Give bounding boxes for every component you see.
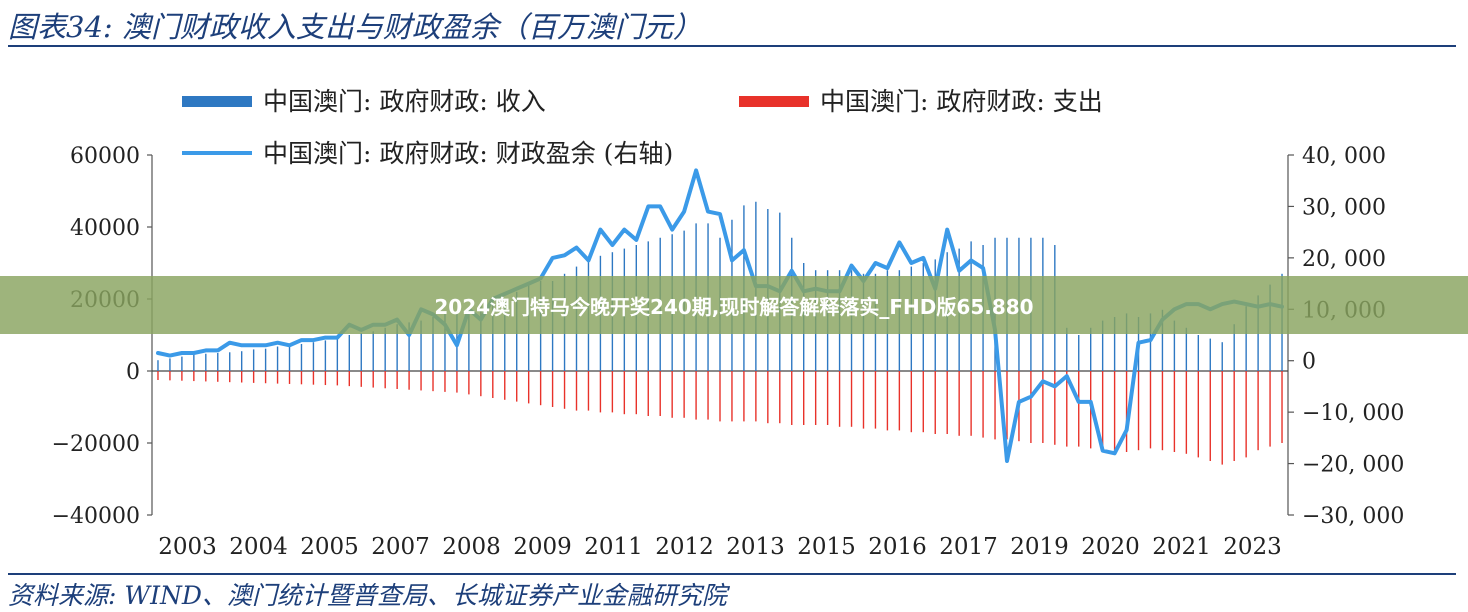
x-axis-tick-label: 2020 (1081, 534, 1140, 560)
right-axis-tick-label: 20, 000 (1302, 247, 1386, 272)
x-axis-tick-label: 2007 (371, 534, 430, 560)
x-axis-tick-label: 2017 (939, 534, 998, 560)
legend-swatch-expense (739, 96, 809, 107)
x-axis-tick-label: 2009 (513, 534, 572, 560)
source-note: 资料来源: WIND、澳门统计暨普查局、长城证券产业金融研究院 (8, 581, 727, 610)
overlay-banner[interactable]: 2024澳门特马今晚开奖240期,现时解答解释落实_FHD版65.880 (0, 276, 1468, 334)
left-axis-tick-label: −20000 (52, 432, 140, 457)
x-axis-tick-label: 2012 (655, 534, 714, 560)
right-axis-tick-label: 40, 000 (1302, 144, 1386, 169)
x-axis-tick-label: 2011 (584, 534, 643, 560)
x-axis-tick-label: 2021 (1152, 534, 1211, 560)
legend-swatch-income (182, 96, 252, 107)
left-axis-tick-label: 60000 (70, 144, 140, 169)
right-axis-tick-label: 0 (1302, 350, 1316, 375)
x-axis-tick-label: 2003 (158, 534, 217, 560)
left-axis-tick-label: 0 (126, 360, 140, 385)
source-rule (8, 573, 1456, 575)
x-axis-tick-label: 2008 (442, 534, 501, 560)
legend-label-surplus: 中国澳门: 政府财政: 财政盈余 (右轴) (263, 139, 673, 168)
x-axis-tick-label: 2005 (300, 534, 359, 560)
x-axis-tick-label: 2015 (797, 534, 856, 560)
right-axis-tick-label: −30, 000 (1302, 504, 1404, 529)
left-axis-tick-label: −40000 (52, 504, 140, 529)
x-axis-tick-label: 2013 (726, 534, 785, 560)
banner-text: 2024澳门特马今晚开奖240期,现时解答解释落实_FHD版65.880 (434, 294, 1034, 319)
legend-label-income: 中国澳门: 政府财政: 收入 (263, 87, 546, 116)
right-axis-tick-label: −10, 000 (1302, 401, 1404, 426)
x-axis-tick-label: 2016 (868, 534, 927, 560)
title-rule (8, 45, 1456, 47)
right-axis-tick-label: −20, 000 (1302, 453, 1404, 478)
x-axis-tick-label: 2023 (1223, 534, 1282, 560)
x-axis-tick-label: 2019 (1010, 534, 1069, 560)
chart-title: 图表34: 澳门财政收入支出与财政盈余（百万澳门元） (8, 10, 702, 44)
left-axis-tick-label: 40000 (70, 216, 140, 241)
legend-label-expense: 中国澳门: 政府财政: 支出 (820, 87, 1103, 116)
x-axis-tick-label: 2004 (229, 534, 288, 560)
right-axis-tick-label: 30, 000 (1302, 195, 1386, 220)
